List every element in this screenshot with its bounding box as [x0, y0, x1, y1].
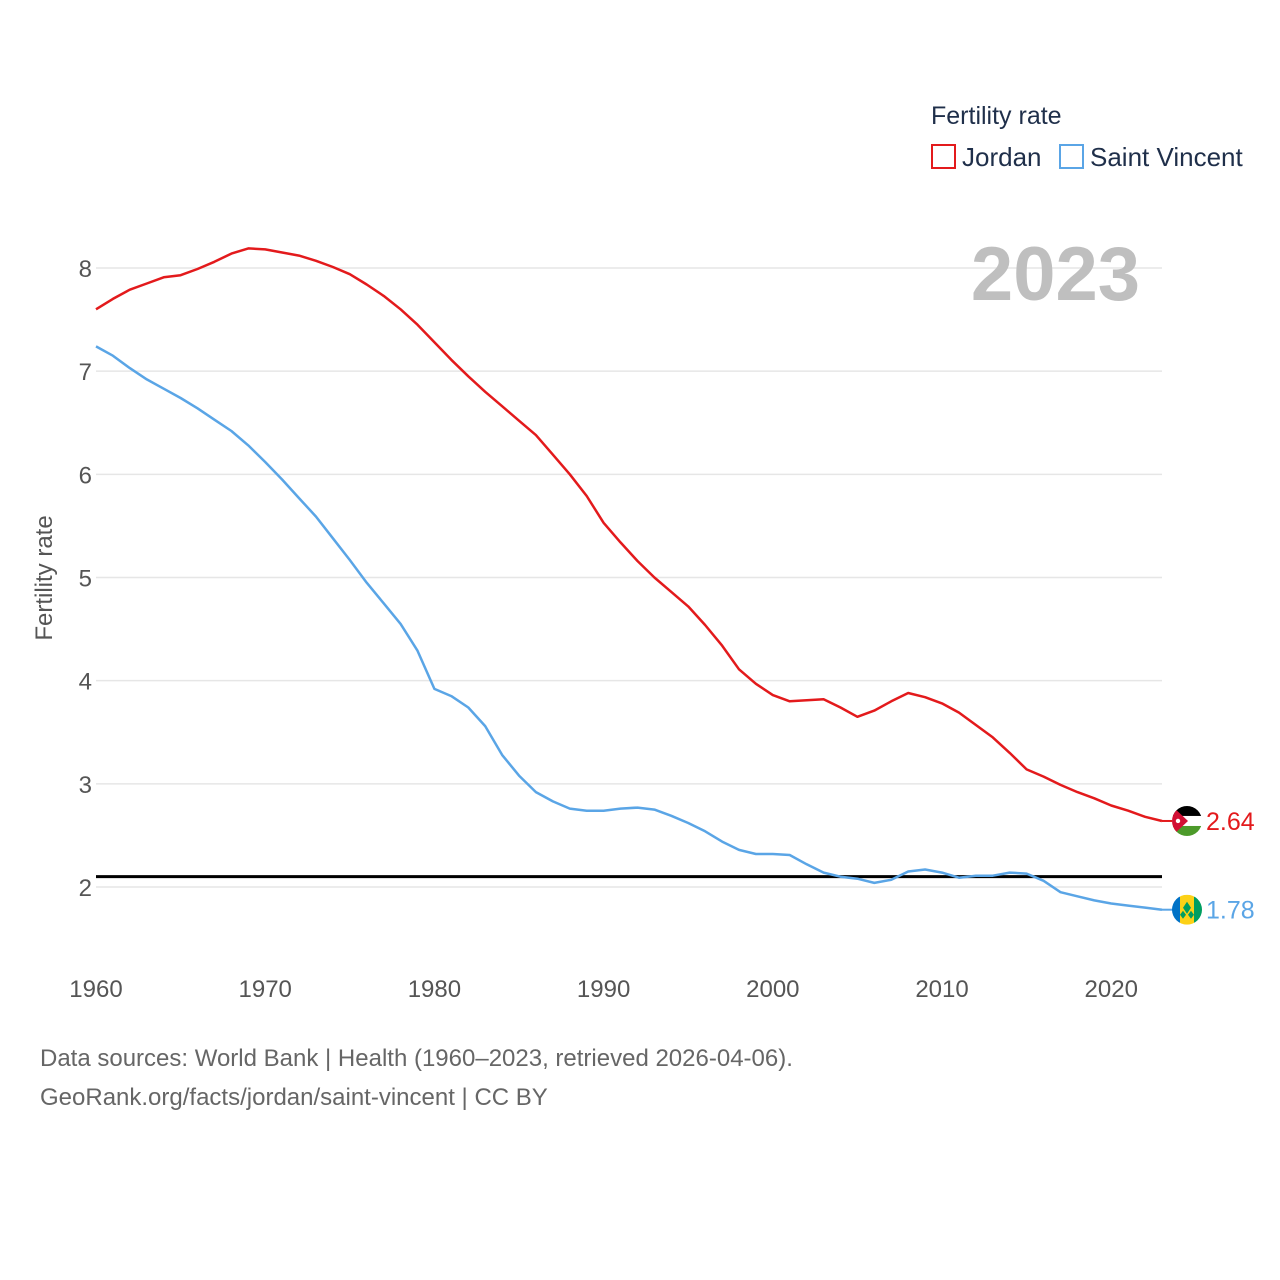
- y-tick-label-2: 2: [79, 875, 92, 902]
- year-label: 2023: [971, 232, 1140, 317]
- series-line-jordan: [95, 247, 1163, 823]
- legend-label-jordan: Jordan: [962, 142, 1042, 172]
- end-value-label-jordan: 2.64: [1206, 808, 1255, 836]
- legend: Fertility rate Jordan Saint Vincent: [931, 102, 1244, 172]
- x-tick-label-1960: 1960: [69, 976, 122, 1003]
- y-tick-label-8: 8: [79, 256, 92, 283]
- x-axis-ticks: 1960 1970 1980 1990 2000 2010 2020: [69, 976, 1138, 1003]
- source-note: Data sources: World Bank | Health (1960–…: [40, 1045, 793, 1072]
- legend-item-saint-vincent[interactable]: Saint Vincent: [1059, 142, 1244, 172]
- gridlines: [96, 267, 1162, 888]
- y-tick-label-4: 4: [79, 669, 92, 696]
- y-tick-label-3: 3: [79, 772, 92, 799]
- legend-label-saint-vincent: Saint Vincent: [1090, 142, 1244, 172]
- saint-vincent-flag-icon: [1172, 894, 1202, 925]
- x-tick-label-1980: 1980: [408, 976, 461, 1003]
- x-tick-label-2010: 2010: [915, 976, 968, 1003]
- y-axis-ticks: 2 3 4 5 6 7 8: [79, 256, 92, 902]
- series-line-saint-vincent: [95, 345, 1163, 911]
- series-lines: [95, 247, 1163, 911]
- y-axis-title: Fertility rate: [31, 515, 58, 640]
- end-value-label-saint-vincent: 1.78: [1206, 897, 1255, 925]
- jordan-flag-icon: [1172, 805, 1202, 836]
- y-tick-label-6: 6: [79, 462, 92, 489]
- end-markers: 2.64 1.78: [1162, 805, 1255, 925]
- x-tick-label-2020: 2020: [1085, 976, 1138, 1003]
- legend-item-jordan[interactable]: Jordan: [931, 142, 1042, 172]
- legend-title: Fertility rate: [931, 102, 1062, 130]
- x-tick-label-1990: 1990: [577, 976, 630, 1003]
- source-url: GeoRank.org/facts/jordan/saint-vincent |…: [40, 1084, 548, 1111]
- legend-swatch-saint-vincent: [1059, 144, 1084, 169]
- x-tick-label-1970: 1970: [239, 976, 292, 1003]
- y-tick-label-7: 7: [79, 359, 92, 386]
- x-tick-label-2000: 2000: [746, 976, 799, 1003]
- y-tick-label-5: 5: [79, 566, 92, 593]
- legend-swatch-jordan: [931, 144, 956, 169]
